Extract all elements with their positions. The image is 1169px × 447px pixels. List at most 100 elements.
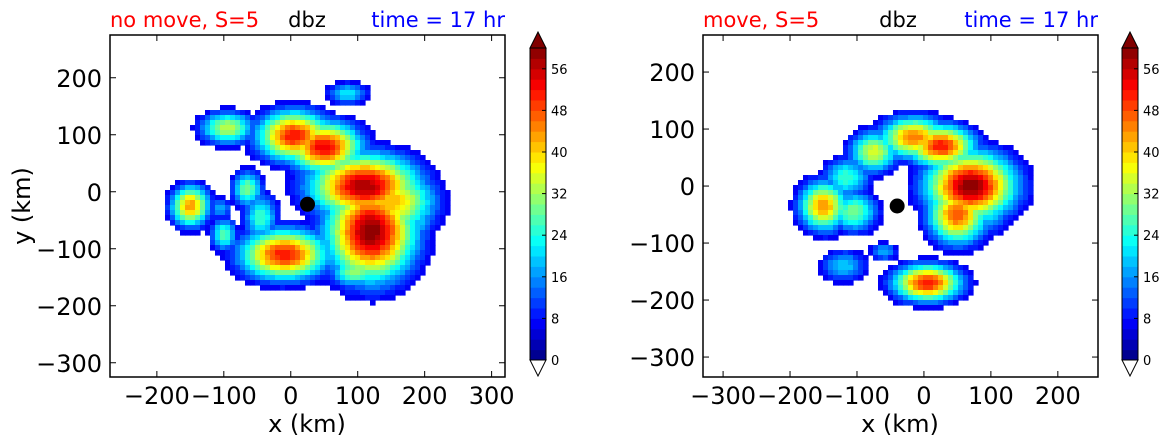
dbz-pixel [908,185,914,191]
dbz-pixel [330,115,336,121]
dbz-pixel [973,190,979,196]
dbz-pixel [843,165,849,171]
dbz-pixel [828,225,834,231]
dbz-pixel [300,160,306,166]
colorbar-segment [1122,235,1138,247]
dbz-pixel [908,155,914,161]
dbz-pixel [365,220,371,226]
dbz-pixel [923,255,929,261]
dbz-pixel [275,160,281,166]
dbz-pixel [340,85,346,91]
dbz-pixel [325,145,331,151]
dbz-pixel [415,240,421,246]
dbz-pixel [365,190,371,196]
dbz-pixel [255,260,261,266]
dbz-pixel [200,135,206,141]
dbz-pixel [350,195,356,201]
dbz-pixel [923,170,929,176]
dbz-pixel [958,150,964,156]
dbz-pixel [993,140,999,146]
dbz-pixel [938,170,944,176]
dbz-pixel [385,140,391,146]
dbz-pixel [270,225,276,231]
dbz-pixel [330,230,336,236]
dbz-pixel [325,225,331,231]
dbz-pixel [923,150,929,156]
dbz-pixel [938,125,944,131]
colorbar-segment [1122,276,1138,288]
dbz-pixel [340,100,346,106]
dbz-pixel [953,285,959,291]
colorbar-segment [1122,120,1138,132]
dbz-pixel [873,145,879,151]
dbz-pixel [330,160,336,166]
dbz-pixel [943,145,949,151]
dbz-pixel [918,120,924,126]
dbz-pixel [325,115,331,121]
dbz-pixel [325,265,331,271]
dbz-pixel [793,185,799,191]
dbz-pixel [410,195,416,201]
dbz-pixel [878,130,884,136]
dbz-pixel [385,230,391,236]
dbz-pixel [898,300,904,306]
dbz-pixel [1013,185,1019,191]
dbz-pixel [1018,170,1024,176]
dbz-pixel [415,180,421,186]
dbz-pixel [365,210,371,216]
dbz-pixel [195,225,201,231]
dbz-pixel [938,160,944,166]
dbz-pixel [938,180,944,186]
dbz-pixel [933,115,939,121]
dbz-pixel [798,220,804,226]
dbz-pixel [893,160,899,166]
dbz-pixel [928,290,934,296]
dbz-pixel [933,295,939,301]
dbz-pixel [305,135,311,141]
dbz-pixel [420,210,426,216]
dbz-pixel [300,100,306,106]
dbz-pixel [370,290,376,296]
dbz-pixel [808,195,814,201]
dbz-pixel [953,235,959,241]
dbz-pixel [210,195,216,201]
dbz-pixel [390,230,396,236]
dbz-pixel [265,135,271,141]
dbz-pixel [948,215,954,221]
dbz-pixel [380,210,386,216]
dbz-pixel [375,290,381,296]
dbz-pixel [848,270,854,276]
dbz-pixel [200,205,206,211]
dbz-pixel [878,120,884,126]
dbz-pixel [395,290,401,296]
dbz-pixel [330,265,336,271]
dbz-pixel [843,200,849,206]
dbz-pixel [320,215,326,221]
dbz-pixel [335,180,341,186]
dbz-pixel [988,205,994,211]
dbz-pixel [355,205,361,211]
dbz-pixel [415,155,421,161]
dbz-pixel [240,140,246,146]
dbz-pixel [893,155,899,161]
dbz-pixel [340,255,346,261]
dbz-pixel [943,270,949,276]
dbz-pixel [803,225,809,231]
dbz-pixel [420,235,426,241]
dbz-pixel [300,190,306,196]
dbz-pixel [908,200,914,206]
dbz-pixel [245,245,251,251]
dbz-pixel [280,285,286,291]
dbz-pixel [888,275,894,281]
colorbar-segment [1122,110,1138,122]
dbz-pixel [1008,145,1014,151]
dbz-pixel [310,265,316,271]
dbz-pixel [858,145,864,151]
dbz-pixel [305,265,311,271]
dbz-pixel [928,230,934,236]
dbz-pixel [903,280,909,286]
dbz-pixel [953,275,959,281]
dbz-pixel [355,200,361,206]
dbz-pixel [370,270,376,276]
dbz-pixel [833,260,839,266]
